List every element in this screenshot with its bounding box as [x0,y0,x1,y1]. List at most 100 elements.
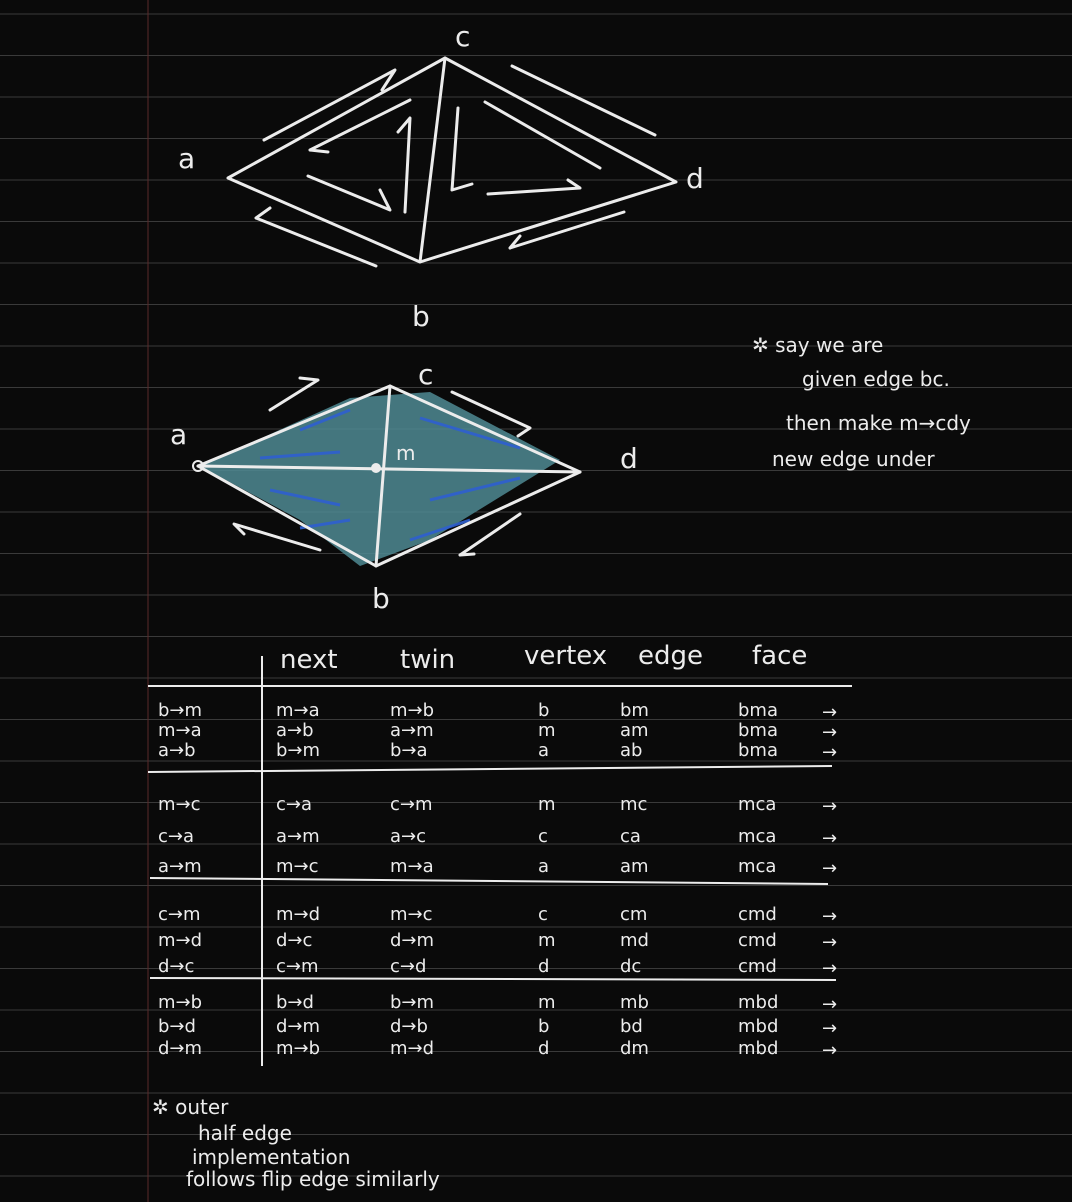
half-edge-arrow-db-2 [458,512,522,557]
cell-edge: dm [620,1038,649,1059]
half-edge-arrow-inner-ca [308,98,412,154]
cell-face: mca [738,794,776,815]
face-arrow: → [822,828,837,849]
cell-next: b→m [276,740,320,761]
cell-he: c→m [158,904,201,925]
face-arrow: → [822,796,837,817]
face-arrow: → [822,958,837,979]
cell-vertex: b [538,700,549,721]
label-c-2: c [418,358,433,391]
cell-edge: bm [620,700,649,721]
vertex-m [371,463,381,473]
half-edge-arrow-ba-2 [232,522,322,552]
face-arrow: → [822,906,837,927]
half-edge-arrow-inner-ab [306,174,392,212]
label-a-1: a [178,142,195,175]
face-arrow: → [822,722,837,743]
cell-edge: am [620,856,649,877]
cell-edge: bd [620,1016,643,1037]
cell-he: m→b [158,992,202,1013]
face-arrow: → [822,742,837,763]
face-arrow: → [822,858,837,879]
face-arrow: → [822,932,837,953]
cell-next: a→b [276,720,314,741]
cell-he: a→b [158,740,196,761]
face-arrow: → [822,994,837,1015]
edge-cm-mb [374,384,392,568]
half-edge-arrow-cd-2 [450,390,532,438]
cell-edge: dc [620,956,641,977]
face-arrow: → [822,1018,837,1039]
cell-next: m→c [276,856,319,877]
cell-vertex: c [538,826,548,847]
cell-face: bma [738,740,778,761]
cell-face: bma [738,720,778,741]
cell-he: d→c [158,956,194,977]
label-b-1: b [412,300,430,333]
cell-face: cmd [738,904,777,925]
cell-next: a→m [276,826,320,847]
cell-twin: b→a [390,740,428,761]
cell-vertex: c [538,904,548,925]
cell-vertex: m [538,794,556,815]
cell-next: c→m [276,956,319,977]
cell-next: b→d [276,992,314,1013]
label-b-2: b [372,582,390,615]
cell-vertex: a [538,740,549,761]
half-edge-arrow-cd [510,64,657,137]
half-edge-arrow-ba [254,206,378,268]
cell-face: bma [738,700,778,721]
face-arrow: → [822,702,837,723]
cell-twin: m→c [390,904,433,925]
cell-he: b→m [158,700,202,721]
half-edge-arrow-ac-2 [268,376,320,412]
table-body: b→m m→a m→b b bm bma →m→a a→b a→m m am bma →a→b b→m b→… [158,700,837,1061]
cell-he: b→d [158,1016,196,1037]
note-line-4: new edge under [772,447,935,471]
cell-vertex: m [538,930,556,951]
cell-edge: ca [620,826,641,847]
cell-twin: a→m [390,720,434,741]
label-c-1: c [455,20,470,53]
cell-he: m→d [158,930,202,951]
cell-next: d→c [276,930,312,951]
header-face: face [752,641,807,671]
label-a-2: a [170,418,187,451]
cell-next: m→d [276,904,320,925]
header-edge: edge [638,641,703,671]
cell-next: c→a [276,794,312,815]
cell-next: m→b [276,1038,320,1059]
face-arrow: → [822,1040,837,1061]
cell-he: a→m [158,856,202,877]
cell-twin: c→m [390,794,433,815]
cell-next: d→m [276,1016,320,1037]
cell-edge: md [620,930,649,951]
face-highlight [200,392,560,566]
cell-he: d→m [158,1038,202,1059]
half-edge-arrow-inner-cd [483,100,602,170]
cell-vertex: a [538,856,549,877]
label-m-2: m [396,441,415,465]
cell-twin: b→m [390,992,434,1013]
footnote-line-4: follows flip edge similarly [186,1167,440,1191]
cell-twin: m→d [390,1038,434,1059]
face-highlight-strokes [259,408,521,542]
cell-face: cmd [738,930,777,951]
cell-face: mbd [738,1038,778,1059]
half-edge-arrow-inner-cb [450,106,474,192]
cell-next: m→a [276,700,320,721]
cell-vertex: m [538,720,556,741]
cell-edge: mc [620,794,647,815]
quad-outline [226,56,678,264]
cell-vertex: d [538,956,549,977]
half-edge-arrow-ac [262,68,397,142]
vertex-a [192,460,204,472]
cell-vertex: b [538,1016,549,1037]
cell-face: mca [738,826,776,847]
cell-twin: m→a [390,856,434,877]
